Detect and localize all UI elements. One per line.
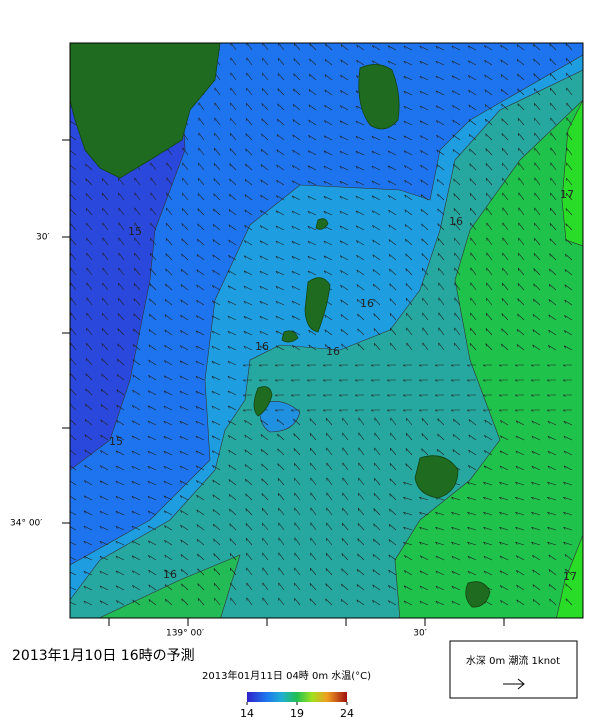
- colorbar-tick-label: 24: [340, 707, 354, 720]
- land: [70, 43, 221, 179]
- island: [281, 330, 299, 343]
- island: [304, 277, 331, 333]
- contour-label: 15: [109, 435, 123, 448]
- lat-label: 30′: [36, 233, 50, 243]
- contour-label: 15: [128, 225, 142, 238]
- lat-label: 34° 00′: [10, 519, 42, 529]
- legend-label: 水深 0m 潮流 1knot: [466, 654, 560, 667]
- contour-label: 17: [560, 188, 574, 201]
- legend-box: [449, 640, 578, 699]
- hot-zone: [556, 534, 583, 618]
- title: 2013年1月10日 16時の予測: [12, 648, 195, 664]
- legend-arrow: [503, 678, 525, 690]
- contour-label: 16: [449, 215, 463, 228]
- contour-label: 16: [163, 568, 177, 581]
- map-area: 15 16 16 16 16 17 15 16 17: [70, 43, 583, 618]
- island: [315, 218, 329, 230]
- island: [414, 455, 459, 499]
- colorbar-ticks: 14 19 24: [240, 702, 354, 720]
- lon-label: 30′: [413, 629, 427, 639]
- axis-ticks: [62, 139, 505, 626]
- contour-label: 16: [326, 345, 340, 358]
- contour-labels: 15 16 16 16 16 17 15 16 17: [109, 188, 577, 583]
- contour-label: 16: [255, 340, 269, 353]
- green-strip: [98, 554, 241, 618]
- colorbar-tick-label: 14: [240, 707, 254, 720]
- contour-label: 16: [360, 297, 374, 310]
- contour-label: 17: [563, 570, 577, 583]
- map-frame: [69, 42, 584, 619]
- island: [465, 581, 491, 608]
- colorbar-tick-label: 19: [290, 707, 304, 720]
- island: [253, 386, 273, 417]
- colorbar: [247, 692, 347, 702]
- subtitle: 2013年01月11日 04時 0m 水温(°C): [202, 669, 371, 682]
- lon-label: 139° 00′: [166, 629, 204, 639]
- island: [358, 64, 400, 130]
- green-zone: [394, 99, 583, 618]
